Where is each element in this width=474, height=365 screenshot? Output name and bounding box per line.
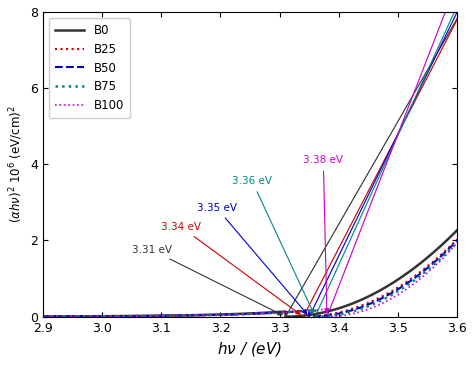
B75	[412, 278, 418, 282]
B50	[222, 312, 228, 317]
B50	[114, 314, 119, 318]
B50	[89, 314, 94, 319]
B25	[458, 234, 464, 238]
Line: B0: B0	[43, 218, 469, 317]
B100	[458, 237, 464, 241]
B50	[412, 276, 418, 280]
B100	[222, 312, 228, 317]
B25	[40, 314, 46, 319]
X-axis label: $h\nu$ / (eV): $h\nu$ / (eV)	[218, 340, 283, 358]
Legend: B0, B25, B50, B75, B100: B0, B25, B50, B75, B100	[49, 18, 130, 118]
B50	[203, 313, 209, 317]
B75	[222, 312, 228, 317]
Text: 3.36 eV: 3.36 eV	[232, 176, 314, 313]
B25	[203, 313, 209, 317]
B75	[114, 314, 119, 318]
B0	[203, 313, 209, 317]
B25	[222, 312, 228, 317]
B100	[412, 281, 418, 285]
B100	[89, 314, 94, 319]
B100	[466, 227, 472, 231]
B50	[458, 235, 464, 239]
B0	[466, 216, 472, 220]
B0	[458, 224, 464, 229]
B75	[458, 236, 464, 241]
B100	[40, 314, 46, 319]
Text: 3.31 eV: 3.31 eV	[132, 245, 282, 315]
B0	[222, 312, 228, 316]
B0	[40, 314, 46, 319]
Line: B25: B25	[43, 227, 469, 317]
B25	[466, 225, 472, 229]
B0	[283, 315, 289, 319]
B25	[412, 274, 418, 278]
B100	[324, 315, 330, 319]
B75	[312, 315, 318, 319]
B0	[412, 265, 418, 270]
B25	[89, 314, 94, 319]
B75	[89, 314, 94, 319]
B100	[203, 313, 209, 317]
Y-axis label: $(\alpha h\nu)^2$ $10^6$ (eV/cm)$^2$: $(\alpha h\nu)^2$ $10^6$ (eV/cm)$^2$	[7, 105, 25, 223]
B50	[40, 314, 46, 319]
Line: B100: B100	[43, 229, 469, 317]
Text: 3.34 eV: 3.34 eV	[161, 222, 300, 314]
Line: B75: B75	[43, 229, 469, 317]
B25	[114, 314, 119, 318]
Text: 3.38 eV: 3.38 eV	[303, 155, 343, 312]
B75	[466, 227, 472, 231]
B0	[114, 314, 119, 318]
B75	[203, 313, 209, 317]
B50	[466, 226, 472, 230]
Line: B50: B50	[43, 228, 469, 317]
B0	[89, 314, 94, 318]
B25	[301, 315, 306, 319]
B50	[307, 315, 312, 319]
Text: 3.35 eV: 3.35 eV	[197, 203, 307, 314]
B75	[40, 314, 46, 319]
B100	[114, 314, 119, 318]
